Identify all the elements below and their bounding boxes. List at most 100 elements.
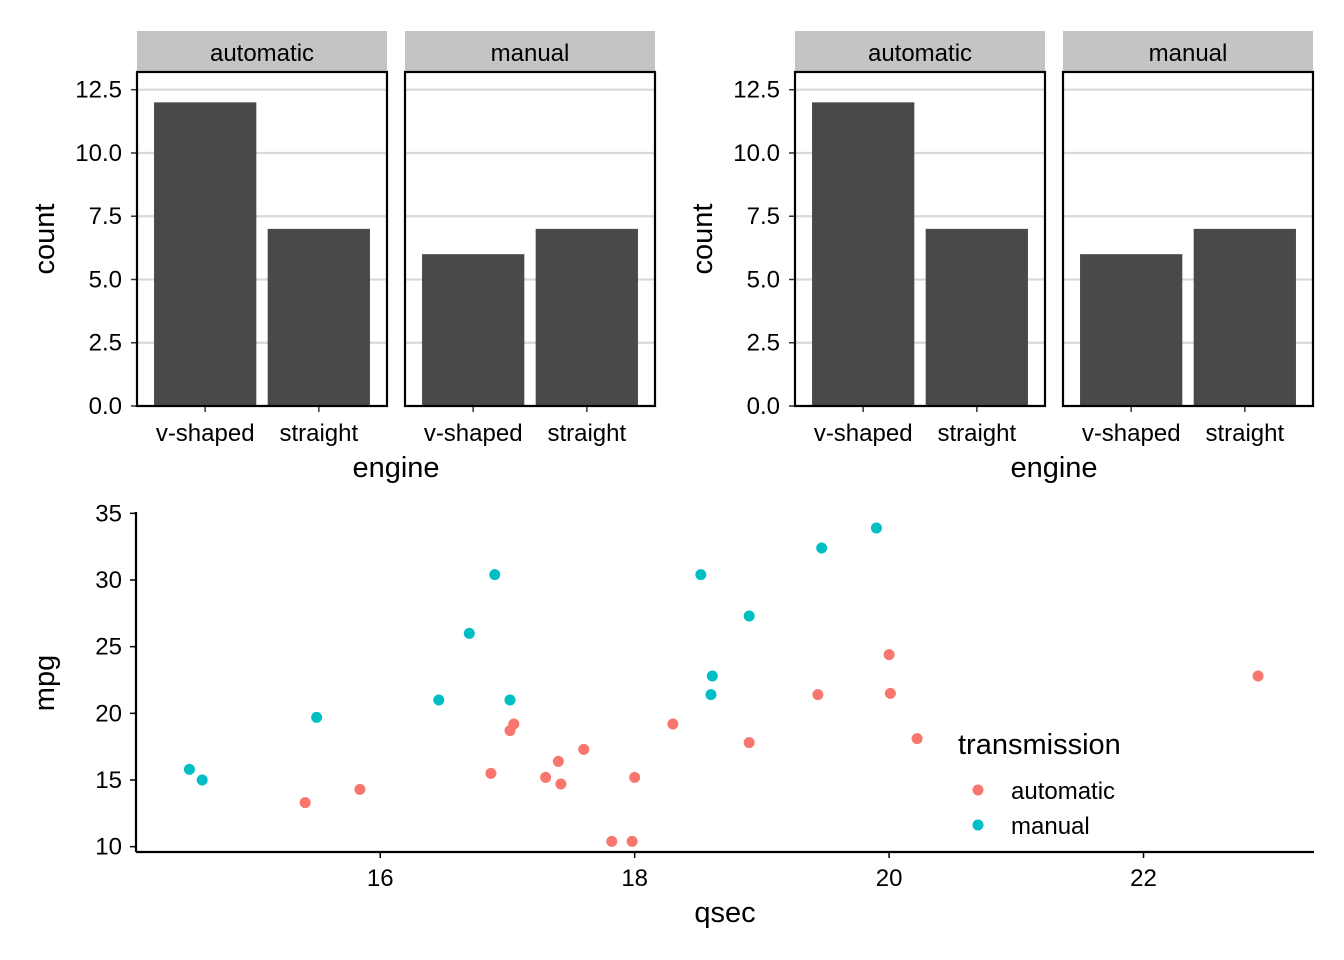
point-automatic — [812, 689, 824, 701]
y-tick-label: 5.0 — [89, 266, 122, 293]
point-manual — [489, 569, 501, 581]
y-tick-label: 2.5 — [747, 330, 780, 357]
point-automatic — [883, 649, 895, 661]
y-tick-label: 30 — [95, 567, 122, 594]
point-manual — [705, 689, 717, 701]
bar-straight — [925, 228, 1028, 406]
facet-strip-label: automatic — [868, 40, 972, 67]
point-automatic — [485, 767, 497, 779]
x-tick-label: straight — [1205, 420, 1284, 447]
point-automatic — [606, 835, 618, 847]
x-tick-label: 16 — [367, 865, 394, 892]
legend-title: transmission — [958, 729, 1121, 761]
bar-v-shaped — [154, 102, 257, 406]
panel-border — [793, 70, 1047, 408]
point-manual — [706, 670, 718, 682]
x-tick-label: v-shaped — [156, 420, 255, 447]
point-manual — [504, 694, 516, 706]
point-automatic — [911, 733, 923, 745]
bar-straight — [267, 228, 370, 406]
legend-key-automatic — [972, 784, 984, 796]
x-tick-label: straight — [279, 420, 358, 447]
facet-strip — [795, 31, 1045, 72]
x-tick-label: straight — [937, 420, 1016, 447]
y-tick-label: 12.5 — [75, 77, 122, 104]
y-tick-label: 25 — [95, 634, 122, 661]
scatter-panel: 10 15 20 25 30 35 16 18 20 22 qsec mpg transmission a… — [29, 500, 1314, 929]
x-tick-label: v-shaped — [814, 420, 913, 447]
point-automatic — [626, 835, 638, 847]
point-automatic — [354, 783, 366, 795]
y-tick-label: 35 — [95, 500, 122, 527]
point-automatic — [555, 778, 567, 790]
point-automatic — [667, 718, 679, 730]
y-tick-label: 15 — [95, 767, 122, 794]
point-automatic — [540, 771, 552, 783]
facet-manual: manual v-shaped straight — [1061, 31, 1315, 447]
bar-straight — [535, 228, 638, 406]
panel-border — [1061, 70, 1315, 408]
y-tick-label: 7.5 — [89, 203, 122, 230]
point-manual — [196, 774, 208, 786]
point-manual — [816, 542, 828, 554]
x-axis-title: engine — [352, 452, 439, 484]
legend: transmission automatic manual — [958, 729, 1121, 840]
y-tick-label: 7.5 — [747, 203, 780, 230]
legend-key-manual — [972, 819, 984, 831]
point-automatic — [1252, 670, 1264, 682]
x-axis-title: qsec — [694, 897, 755, 929]
point-manual — [183, 763, 195, 775]
point-automatic — [299, 797, 311, 809]
y-tick-label: 10 — [95, 834, 122, 861]
y-tick-label: 10.0 — [75, 140, 122, 167]
y-tick-label: 12.5 — [733, 77, 780, 104]
bar-straight — [1193, 228, 1296, 406]
y-tick-label: 2.5 — [89, 330, 122, 357]
facet-strip — [137, 31, 387, 72]
x-tick-label: 22 — [1130, 865, 1157, 892]
point-automatic — [578, 743, 590, 755]
bar-panel-1: 0.0 2.5 5.0 7.5 10.0 12.5 count automatic v-shap… — [29, 31, 657, 484]
y-tick-label: 0.0 — [747, 393, 780, 420]
x-tick-label: v-shaped — [424, 420, 523, 447]
bar-v-shaped — [422, 254, 525, 406]
facet-strip — [405, 31, 655, 72]
y-tick-label: 10.0 — [733, 140, 780, 167]
point-manual — [311, 711, 323, 723]
facet-automatic: automatic v-shaped straight — [135, 31, 389, 447]
point-automatic — [629, 771, 641, 783]
facet-strip-label: manual — [1149, 40, 1228, 67]
bar-v-shaped — [812, 102, 915, 406]
x-axis-title: engine — [1010, 452, 1097, 484]
point-manual — [695, 569, 707, 581]
legend-label-automatic: automatic — [1011, 778, 1115, 805]
bar-v-shaped — [1080, 254, 1183, 406]
bar-panel-2: 0.0 2.5 5.0 7.5 10.0 12.5 count automatic v-shap… — [687, 31, 1315, 484]
point-manual — [463, 627, 475, 639]
point-manual — [870, 522, 882, 534]
y-axis-title: mpg — [29, 655, 61, 711]
series-automatic — [299, 649, 1264, 847]
y-tick-label: 20 — [95, 700, 122, 727]
y-tick-label: 5.0 — [747, 266, 780, 293]
point-manual — [743, 610, 755, 622]
point-manual — [433, 694, 445, 706]
x-tick-label: 18 — [621, 865, 648, 892]
y-tick-label: 0.0 — [89, 393, 122, 420]
point-automatic — [884, 687, 896, 699]
facet-manual: manual v-shaped straight — [403, 31, 657, 447]
point-automatic — [552, 755, 564, 767]
legend-label-manual: manual — [1011, 813, 1090, 840]
series-manual — [183, 522, 882, 786]
x-tick-label: 20 — [876, 865, 903, 892]
facet-strip — [1063, 31, 1313, 72]
point-automatic — [743, 737, 755, 749]
panel-border — [403, 70, 657, 408]
facet-automatic: automatic v-shaped straight — [793, 31, 1047, 447]
x-tick-label: straight — [547, 420, 626, 447]
panel-border — [135, 70, 389, 408]
facet-strip-label: manual — [491, 40, 570, 67]
x-tick-label: v-shaped — [1082, 420, 1181, 447]
point-automatic — [508, 718, 520, 730]
facet-strip-label: automatic — [210, 40, 314, 67]
